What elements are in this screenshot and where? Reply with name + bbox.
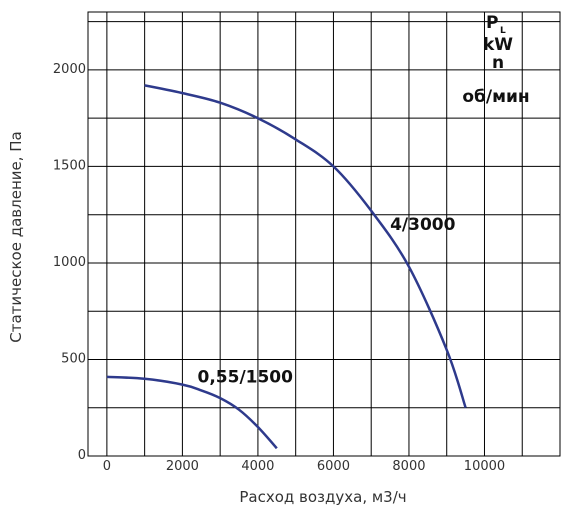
- y-tick-label: 0: [78, 448, 86, 463]
- legend-speed-symbol: n: [492, 53, 504, 73]
- grid: [87, 11, 561, 457]
- x-axis-title: Расход воздуха, м3/ч: [239, 488, 406, 506]
- axis-ticks: 0 2000 4000 6000 8000 10000 0 500 1000 1500 2000: [53, 62, 505, 474]
- x-tick-label: 10000: [464, 459, 505, 474]
- x-tick-label: 6000: [317, 459, 350, 474]
- series-line-2: [106, 375, 278, 450]
- x-tick-label: 4000: [241, 459, 274, 474]
- series-label-2: 0,55/1500: [198, 368, 294, 388]
- x-tick-label: 0: [103, 459, 111, 474]
- x-tick-label: 8000: [392, 459, 425, 474]
- legend-rpm-unit: об/мин: [462, 87, 529, 107]
- series-labels: 4/3000 0,55/1500: [198, 215, 456, 388]
- x-tick-label: 2000: [166, 459, 199, 474]
- plot-frame: [87, 11, 561, 457]
- y-axis-title: Статическое давление, Па: [7, 131, 25, 342]
- y-tick-label: 1000: [53, 255, 86, 270]
- legend-power-subscript: L: [500, 26, 506, 36]
- legend: P L kW n об/мин: [462, 13, 529, 107]
- legend-kw-unit: kW: [483, 35, 513, 55]
- series-label-1: 4/3000: [390, 215, 456, 235]
- y-tick-label: 2000: [53, 62, 86, 77]
- series-lines: [106, 84, 467, 450]
- series-line-1: [144, 84, 467, 409]
- y-tick-label: 500: [61, 351, 86, 366]
- y-tick-label: 1500: [53, 158, 86, 173]
- legend-power-symbol: P: [486, 13, 498, 33]
